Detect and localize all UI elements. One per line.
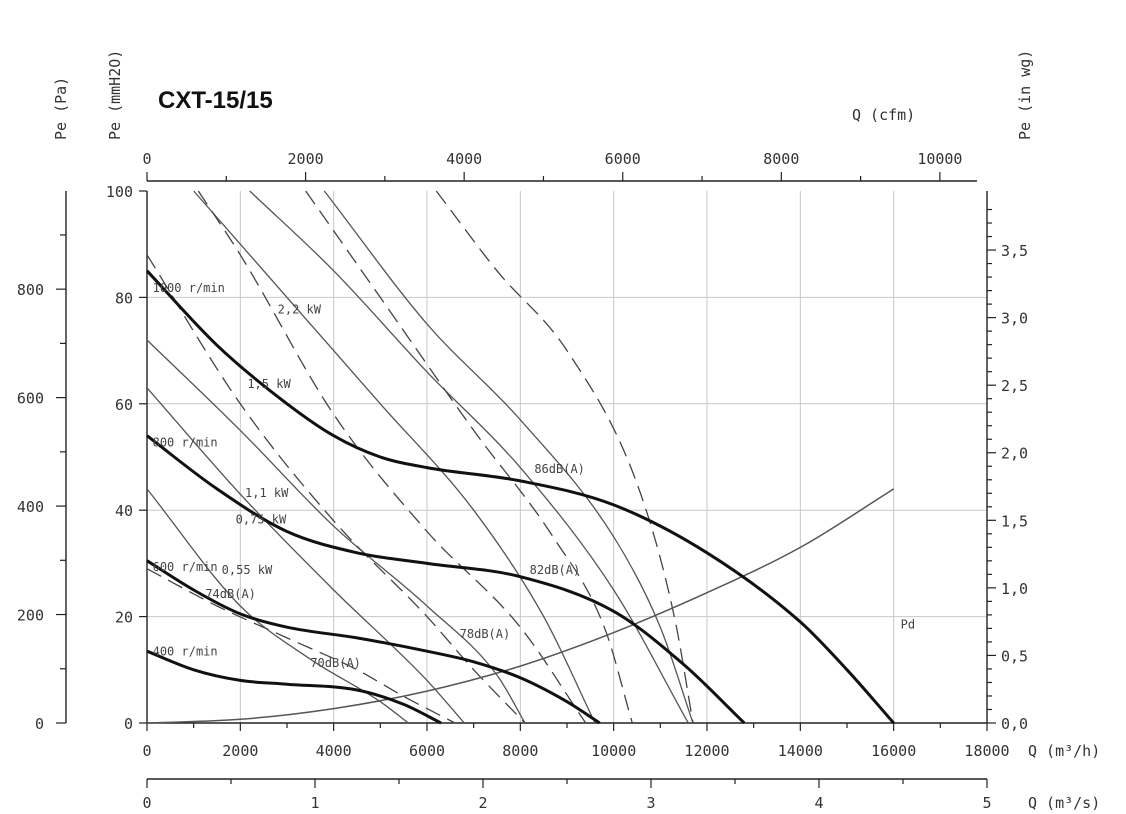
fan-curve — [146, 559, 601, 725]
x-top-tick-label: 0 — [142, 150, 151, 168]
power-line — [146, 488, 409, 724]
x-top-tick-label: 6000 — [605, 150, 641, 168]
chart-title: CXT-15/15 — [158, 87, 273, 114]
x-primary-tick-label: 10000 — [591, 742, 636, 760]
y-left-tick-label: 0 — [35, 715, 44, 733]
power-line — [249, 190, 689, 724]
y-primary-tick-label: 0 — [124, 715, 133, 733]
noise-line-label: 70dB(A) — [310, 656, 361, 670]
x-top-tick-label: 4000 — [446, 150, 482, 168]
y-right-tick-label: 3,5 — [1001, 242, 1028, 260]
dynamic-pressure-label: Pd — [901, 617, 915, 631]
y-primary-tick-label: 60 — [115, 396, 133, 414]
noise-line-label: 74dB(A) — [205, 587, 256, 601]
fan-curve-label: 800 r/min — [153, 435, 218, 449]
y-right-tick-label: 0,5 — [1001, 647, 1028, 665]
x-primary-tick-label: 6000 — [409, 742, 445, 760]
y-primary-tick-label: 40 — [115, 502, 133, 520]
power-line-label: 1,1 kW — [245, 486, 289, 500]
x-primary-tick-label: 12000 — [684, 742, 729, 760]
power-line — [323, 190, 694, 724]
x-primary-tick-label: 2000 — [222, 742, 258, 760]
fan-curve — [146, 649, 442, 725]
y-right-tick-label: 2,0 — [1001, 445, 1028, 463]
x-primary-tick-label: 14000 — [778, 742, 823, 760]
noise-line-label: 86dB(A) — [534, 462, 585, 476]
fan-curve — [146, 434, 746, 725]
x-secondary-tick-label: 2 — [478, 794, 487, 812]
noise-line — [146, 254, 526, 724]
y-left-tick-label: 400 — [17, 498, 44, 516]
power-line-label: 2,2 kW — [278, 302, 322, 316]
x-top-tick-label: 8000 — [763, 150, 799, 168]
power-line — [193, 190, 596, 724]
x-top-axis-label: Q (cfm) — [852, 106, 915, 124]
y-right-axis-label: Pe (in wg) — [1016, 50, 1034, 140]
power-line-label: 1,5 kW — [247, 377, 291, 391]
x-secondary-tick-label: 4 — [814, 794, 823, 812]
y-primary-tick-label: 100 — [106, 183, 133, 201]
x-secondary-axis-label: Q (m³/s) — [1028, 794, 1100, 812]
y-left-axis-label: Pe (Pa) — [52, 77, 70, 140]
x-secondary-tick-label: 5 — [982, 794, 991, 812]
noise-line — [146, 568, 456, 724]
dynamic-pressure-line — [146, 488, 895, 724]
y-right-tick-label: 3,0 — [1001, 310, 1028, 328]
fan-curve-label: 400 r/min — [153, 644, 218, 658]
y-left-tick-label: 200 — [17, 607, 44, 625]
power-line — [146, 339, 526, 724]
noise-line — [197, 190, 587, 724]
x-primary-axis-label: Q (m³/h) — [1028, 742, 1100, 760]
x-secondary-tick-label: 3 — [646, 794, 655, 812]
noise-line — [305, 190, 633, 724]
power-line — [146, 387, 465, 724]
fan-curve-label: 600 r/min — [153, 560, 218, 574]
y-left-tick-label: 800 — [17, 281, 44, 299]
x-primary-tick-label: 4000 — [316, 742, 352, 760]
x-primary-tick-label: 16000 — [871, 742, 916, 760]
x-top-tick-label: 10000 — [917, 150, 962, 168]
y-right-tick-label: 2,5 — [1001, 377, 1028, 395]
fan-curve — [145, 269, 895, 724]
x-secondary-tick-label: 0 — [142, 794, 151, 812]
x-primary-tick-label: 8000 — [502, 742, 538, 760]
x-primary-tick-label: 0 — [142, 742, 151, 760]
x-top-tick-label: 2000 — [288, 150, 324, 168]
y-primary-axis-label: Pe (mmH2O) — [106, 50, 124, 140]
noise-line-label: 82dB(A) — [530, 563, 581, 577]
noise-line-label: 78dB(A) — [460, 627, 511, 641]
y-right-tick-label: 1,0 — [1001, 580, 1028, 598]
x-primary-tick-label: 18000 — [964, 742, 1009, 760]
y-right-tick-label: 1,5 — [1001, 512, 1028, 530]
y-primary-tick-label: 20 — [115, 609, 133, 627]
power-line-label: 0,75 kW — [236, 513, 287, 527]
y-left-tick-label: 600 — [17, 390, 44, 408]
power-line-label: 0,55 kW — [222, 563, 273, 577]
y-right-tick-label: 0,0 — [1001, 715, 1028, 733]
y-primary-tick-label: 80 — [115, 289, 133, 307]
noise-line — [435, 190, 694, 724]
fan-curve-label: 1000 r/min — [153, 281, 225, 295]
x-secondary-tick-label: 1 — [310, 794, 319, 812]
